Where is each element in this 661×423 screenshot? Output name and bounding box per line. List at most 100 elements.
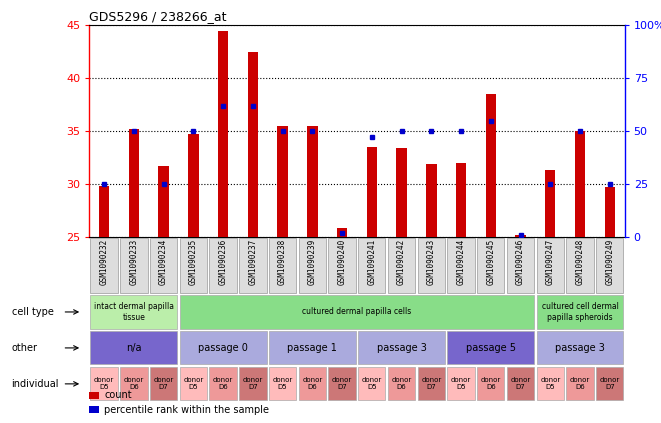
Bar (456, 163, 466, 237)
FancyBboxPatch shape (329, 367, 356, 401)
FancyBboxPatch shape (596, 238, 623, 293)
Text: GSM1090247: GSM1090247 (546, 239, 555, 286)
Text: GSM1090237: GSM1090237 (249, 239, 257, 286)
Bar (516, 235, 525, 237)
Text: GSM1090235: GSM1090235 (189, 239, 198, 286)
Text: GSM1090243: GSM1090243 (427, 239, 436, 286)
FancyBboxPatch shape (120, 367, 147, 401)
Text: donor
D7: donor D7 (153, 377, 174, 390)
Text: donor
D6: donor D6 (124, 377, 144, 390)
Text: donor
D6: donor D6 (302, 377, 323, 390)
FancyBboxPatch shape (566, 367, 594, 401)
FancyBboxPatch shape (239, 367, 266, 401)
Text: passage 3: passage 3 (555, 343, 605, 353)
Bar (99, 186, 109, 237)
Text: cultured cell dermal
papilla spheroids: cultured cell dermal papilla spheroids (541, 302, 619, 321)
FancyBboxPatch shape (91, 238, 118, 293)
Text: donor
D5: donor D5 (183, 377, 204, 390)
Bar (426, 164, 436, 237)
Text: donor
D7: donor D7 (243, 377, 263, 390)
FancyBboxPatch shape (91, 295, 177, 329)
Text: passage 0: passage 0 (198, 343, 248, 353)
FancyBboxPatch shape (120, 238, 147, 293)
FancyBboxPatch shape (418, 238, 445, 293)
Bar (397, 148, 407, 237)
Bar (188, 134, 198, 237)
FancyBboxPatch shape (358, 367, 385, 401)
Text: donor
D7: donor D7 (332, 377, 352, 390)
Text: donor
D7: donor D7 (421, 377, 442, 390)
FancyBboxPatch shape (507, 238, 534, 293)
FancyBboxPatch shape (537, 367, 564, 401)
Text: GSM1090249: GSM1090249 (605, 239, 614, 286)
Text: donor
D5: donor D5 (540, 377, 561, 390)
FancyBboxPatch shape (180, 331, 266, 365)
FancyBboxPatch shape (239, 238, 266, 293)
FancyBboxPatch shape (358, 238, 385, 293)
Bar (367, 147, 377, 237)
Text: GSM1090232: GSM1090232 (100, 239, 108, 286)
Text: GSM1090246: GSM1090246 (516, 239, 525, 286)
Bar (575, 131, 585, 237)
FancyBboxPatch shape (210, 238, 237, 293)
Text: donor
D6: donor D6 (391, 377, 412, 390)
FancyBboxPatch shape (269, 367, 296, 401)
FancyBboxPatch shape (180, 238, 207, 293)
FancyBboxPatch shape (447, 367, 475, 401)
FancyBboxPatch shape (180, 295, 534, 329)
Text: GSM1090234: GSM1090234 (159, 239, 168, 286)
Text: other: other (12, 343, 38, 353)
Text: individual: individual (12, 379, 59, 389)
Text: n/a: n/a (126, 343, 141, 353)
Text: donor
D7: donor D7 (510, 377, 531, 390)
Text: percentile rank within the sample: percentile rank within the sample (104, 404, 269, 415)
FancyBboxPatch shape (269, 331, 356, 365)
FancyBboxPatch shape (269, 238, 296, 293)
FancyBboxPatch shape (91, 331, 177, 365)
Text: donor
D5: donor D5 (272, 377, 293, 390)
Text: GSM1090238: GSM1090238 (278, 239, 287, 286)
FancyBboxPatch shape (477, 238, 504, 293)
Text: donor
D5: donor D5 (362, 377, 382, 390)
FancyBboxPatch shape (299, 367, 326, 401)
FancyBboxPatch shape (388, 367, 415, 401)
Text: GSM1090239: GSM1090239 (308, 239, 317, 286)
Text: count: count (104, 390, 132, 401)
Text: donor
D7: donor D7 (600, 377, 620, 390)
Text: donor
D5: donor D5 (451, 377, 471, 390)
FancyBboxPatch shape (210, 367, 237, 401)
Bar (486, 94, 496, 237)
Text: GSM1090241: GSM1090241 (368, 239, 376, 286)
FancyBboxPatch shape (537, 238, 564, 293)
Bar (307, 126, 317, 237)
Bar (248, 52, 258, 237)
Text: donor
D6: donor D6 (570, 377, 590, 390)
Bar (605, 187, 615, 237)
Text: donor
D6: donor D6 (213, 377, 233, 390)
Text: GSM1090233: GSM1090233 (130, 239, 138, 286)
Text: passage 1: passage 1 (288, 343, 337, 353)
FancyBboxPatch shape (388, 238, 415, 293)
Text: passage 3: passage 3 (377, 343, 426, 353)
FancyBboxPatch shape (329, 238, 356, 293)
Text: passage 5: passage 5 (466, 343, 516, 353)
Bar (159, 166, 169, 237)
Bar (337, 228, 347, 237)
FancyBboxPatch shape (91, 367, 118, 401)
FancyBboxPatch shape (477, 367, 504, 401)
FancyBboxPatch shape (537, 331, 623, 365)
Bar (218, 31, 228, 237)
Text: cell type: cell type (12, 307, 54, 317)
Text: GSM1090244: GSM1090244 (457, 239, 465, 286)
Text: GSM1090236: GSM1090236 (219, 239, 227, 286)
FancyBboxPatch shape (447, 331, 534, 365)
Bar (545, 170, 555, 237)
Bar (129, 129, 139, 237)
Text: GDS5296 / 238266_at: GDS5296 / 238266_at (89, 10, 227, 23)
Text: donor
D5: donor D5 (94, 377, 114, 390)
Bar (89, 392, 99, 398)
Text: GSM1090240: GSM1090240 (338, 239, 346, 286)
FancyBboxPatch shape (180, 367, 207, 401)
FancyBboxPatch shape (566, 238, 594, 293)
FancyBboxPatch shape (358, 331, 445, 365)
